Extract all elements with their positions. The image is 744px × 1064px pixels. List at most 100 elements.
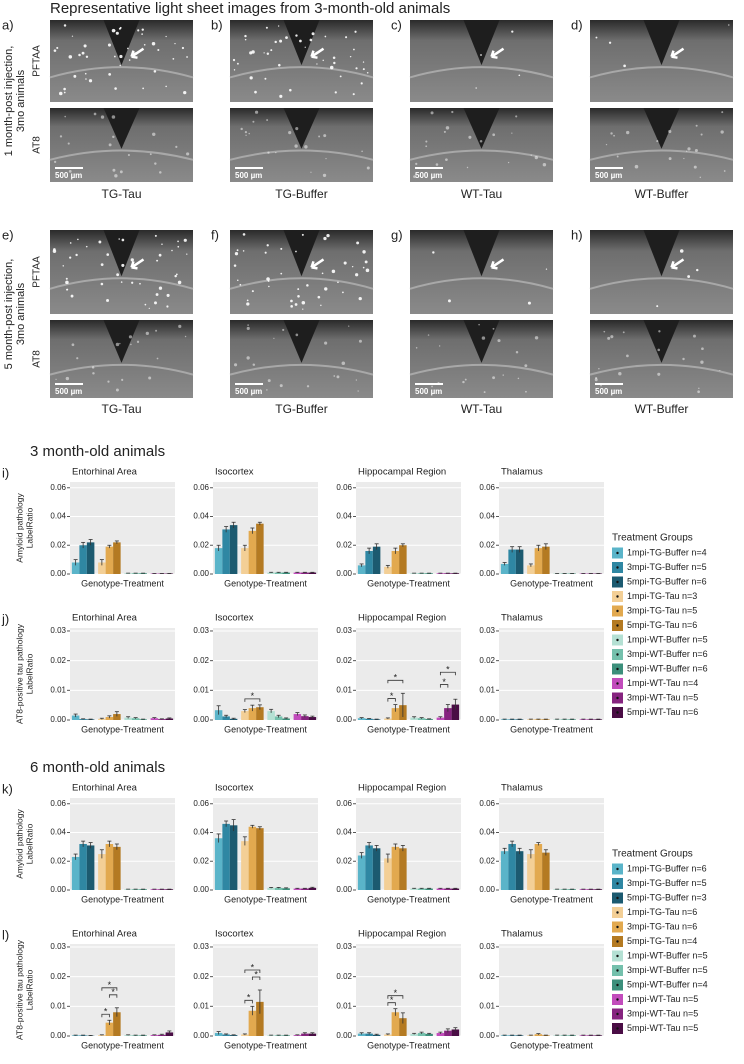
midline	[283, 108, 320, 149]
plot-background	[213, 944, 318, 1036]
tissue-layer	[229, 277, 374, 290]
bar	[534, 1034, 543, 1036]
x-axis-label: Genotype-Treatment	[510, 894, 593, 904]
speck	[242, 233, 246, 236]
speck	[233, 69, 236, 71]
speck	[155, 293, 159, 296]
tissue-layer	[49, 66, 194, 79]
speck	[657, 372, 661, 376]
speck	[108, 143, 112, 147]
bar	[436, 717, 445, 720]
speck	[112, 168, 116, 172]
speck	[244, 34, 247, 38]
bar	[365, 718, 373, 720]
bar	[308, 717, 317, 720]
bar	[357, 1033, 366, 1036]
speck	[354, 30, 357, 33]
speck	[507, 161, 510, 164]
y-tick-label: 0.01	[336, 685, 352, 694]
speck	[431, 385, 433, 388]
bar	[410, 573, 418, 574]
panel-title: Entorhinal Area	[72, 613, 138, 624]
speck	[88, 79, 93, 83]
speck	[497, 339, 501, 343]
bar	[425, 719, 433, 720]
speck	[267, 151, 270, 154]
significance-bracket	[101, 1013, 110, 1018]
bar	[248, 826, 257, 890]
speck	[511, 30, 514, 33]
speck	[91, 366, 95, 369]
y-tick-label: 0.06	[336, 799, 352, 808]
speck	[349, 55, 352, 58]
speck	[145, 331, 149, 335]
legend-label: 3mpi-WT-Tau n=5	[627, 692, 698, 702]
legend-label: 1mpi-TG-Tau n=3	[627, 591, 697, 601]
speck	[699, 176, 702, 179]
y-tick-label: 0.00	[193, 569, 209, 578]
panel-title: Entorhinal Area	[72, 783, 138, 794]
bar	[542, 852, 550, 890]
y-axis-label: LabelRatio	[24, 823, 34, 864]
speck	[85, 78, 87, 80]
tissue-layer	[589, 363, 734, 376]
speck	[165, 35, 167, 38]
bar	[500, 851, 509, 890]
speck	[119, 170, 123, 174]
speck	[483, 391, 486, 394]
speck	[263, 52, 265, 54]
legend-dot	[616, 954, 619, 958]
legend-label: 5mpi-TG-Tau n=4	[627, 936, 697, 946]
speck	[605, 144, 608, 146]
bar	[308, 572, 317, 574]
y-tick-label: 0.02	[479, 972, 495, 981]
speck	[115, 342, 120, 347]
y-tick-label: 0.00	[336, 885, 352, 894]
speck	[306, 385, 310, 388]
arrow	[670, 258, 685, 270]
x-axis-label: Genotype-Treatment	[367, 578, 450, 588]
speck	[127, 47, 129, 50]
speck	[85, 245, 88, 248]
speck	[237, 279, 239, 282]
midline	[103, 320, 140, 363]
y-tick-label: 0.00	[336, 1031, 352, 1040]
tissue-layer	[589, 149, 734, 161]
speck	[462, 380, 465, 384]
speck	[360, 82, 363, 85]
bar	[105, 717, 114, 720]
tissue-layer	[589, 66, 734, 79]
y-tick-label: 0.02	[193, 656, 209, 665]
speck	[158, 253, 162, 257]
legend-label: 1mpi-WT-Buffer n=5	[627, 950, 708, 960]
y-tick-label: 0.00	[193, 715, 209, 724]
y-tick-label: 0.00	[479, 1031, 495, 1040]
speck	[186, 253, 188, 255]
y-tick-label: 0.04	[193, 512, 209, 521]
speck	[148, 307, 150, 310]
speck	[56, 46, 59, 49]
speck	[365, 268, 370, 273]
speck	[603, 330, 606, 333]
bar	[105, 546, 114, 574]
significance-label: *	[251, 962, 255, 972]
midline	[463, 20, 500, 66]
speck	[114, 174, 118, 178]
speck	[309, 38, 313, 42]
bar	[417, 718, 426, 720]
x-axis-label: Genotype-Treatment	[224, 724, 307, 734]
plot-background	[499, 628, 604, 720]
speck	[165, 85, 167, 88]
bar	[444, 888, 452, 890]
bar	[391, 708, 400, 720]
y-tick-label: 0.01	[50, 1001, 66, 1010]
speck	[177, 280, 182, 285]
speck	[466, 166, 469, 169]
speck	[289, 88, 292, 92]
speck	[130, 343, 132, 346]
y-tick-label: 0.00	[479, 569, 495, 578]
y-axis-label: Amyloid pathology	[14, 809, 24, 879]
bar	[399, 848, 407, 890]
panel-title: Hippocampal Region	[358, 929, 446, 940]
speck	[479, 139, 483, 143]
